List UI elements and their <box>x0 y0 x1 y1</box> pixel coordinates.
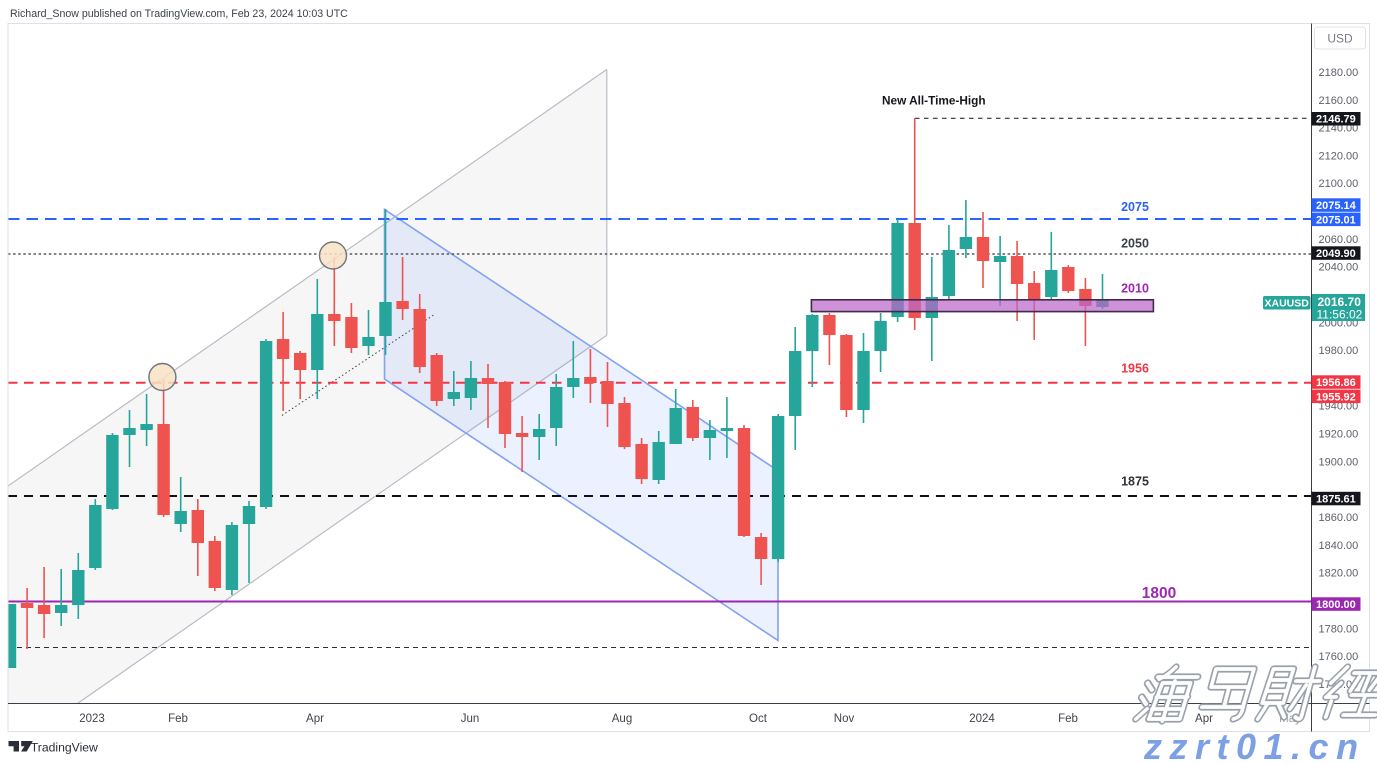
svg-text:1980.00: 1980.00 <box>1319 345 1359 357</box>
svg-text:2010: 2010 <box>1121 282 1149 296</box>
svg-text:1760.00: 1760.00 <box>1319 651 1359 663</box>
svg-text:1800: 1800 <box>1142 585 1176 602</box>
svg-text:Feb: Feb <box>168 713 188 725</box>
svg-text:2050: 2050 <box>1121 237 1149 251</box>
svg-text:1940.00: 1940.00 <box>1319 401 1359 413</box>
svg-text:2016.70: 2016.70 <box>1318 295 1362 309</box>
svg-text:1920.00: 1920.00 <box>1319 429 1359 441</box>
svg-text:11:56:02: 11:56:02 <box>1317 308 1363 322</box>
svg-text:2040.00: 2040.00 <box>1319 262 1359 274</box>
svg-text:2049.90: 2049.90 <box>1316 248 1356 260</box>
svg-text:New All-Time-High: New All-Time-High <box>882 94 986 108</box>
svg-text:Apr: Apr <box>306 713 324 725</box>
svg-text:1820.00: 1820.00 <box>1319 568 1359 580</box>
svg-text:1956: 1956 <box>1121 362 1149 376</box>
svg-text:Oct: Oct <box>749 713 768 725</box>
svg-text:1800.00: 1800.00 <box>1316 599 1356 611</box>
svg-text:Apr: Apr <box>1195 713 1213 725</box>
svg-text:1955.92: 1955.92 <box>1316 391 1356 403</box>
svg-text:TradingView: TradingView <box>31 741 98 755</box>
svg-text:Aug: Aug <box>612 713 632 725</box>
svg-text:1875.61: 1875.61 <box>1316 494 1356 506</box>
svg-text:2075.14: 2075.14 <box>1316 200 1357 212</box>
svg-text:XAUUSD: XAUUSD <box>1265 298 1310 310</box>
svg-text:Feb: Feb <box>1058 713 1078 725</box>
svg-text:Jun: Jun <box>461 713 480 725</box>
svg-text:2023: 2023 <box>79 713 105 725</box>
svg-text:2180.00: 2180.00 <box>1319 67 1359 79</box>
svg-text:USD: USD <box>1327 32 1353 46</box>
svg-text:2075.01: 2075.01 <box>1316 214 1356 226</box>
svg-text:1840.00: 1840.00 <box>1319 540 1359 552</box>
svg-text:1780.00: 1780.00 <box>1319 624 1359 636</box>
svg-text:1875: 1875 <box>1121 475 1149 489</box>
svg-text:2024: 2024 <box>969 713 995 725</box>
svg-text:1860.00: 1860.00 <box>1319 512 1359 524</box>
svg-text:2160.00: 2160.00 <box>1319 95 1359 107</box>
svg-text:2075: 2075 <box>1121 200 1149 214</box>
svg-text:Nov: Nov <box>834 713 855 725</box>
svg-text:zzrt01.cn: zzrt01.cn <box>1143 726 1366 763</box>
svg-text:1900.00: 1900.00 <box>1319 457 1359 469</box>
svg-text:1956.86: 1956.86 <box>1316 377 1356 389</box>
svg-text:Richard_Snow published on Trad: Richard_Snow published on TradingView.co… <box>10 8 348 20</box>
svg-text:2060.00: 2060.00 <box>1319 234 1359 246</box>
svg-text:2100.00: 2100.00 <box>1319 178 1359 190</box>
svg-text:2120.00: 2120.00 <box>1319 151 1359 163</box>
svg-text:2146.79: 2146.79 <box>1316 114 1356 126</box>
